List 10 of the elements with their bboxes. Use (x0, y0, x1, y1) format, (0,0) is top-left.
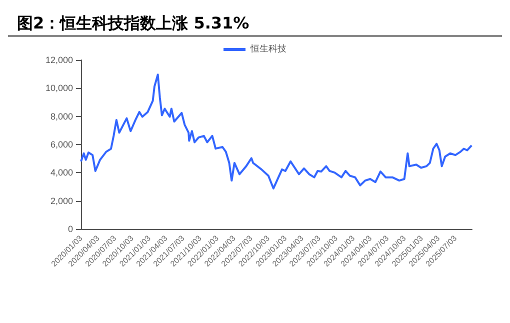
y-tick-label: 8,000 (50, 111, 73, 122)
y-tick-label: 10,000 (45, 83, 73, 94)
y-tick-label: 0 (68, 224, 73, 234)
legend-label: 恒生科技 (250, 44, 286, 54)
line-series (80, 74, 473, 190)
y-tick-label: 12,000 (45, 55, 73, 65)
y-tick-label: 4,000 (50, 168, 73, 178)
chart-title: 图2：恒生科技指数上涨 5.31% (17, 14, 250, 32)
y-tick-label: 2,000 (50, 196, 73, 206)
y-tick-label: 6,000 (50, 140, 73, 150)
